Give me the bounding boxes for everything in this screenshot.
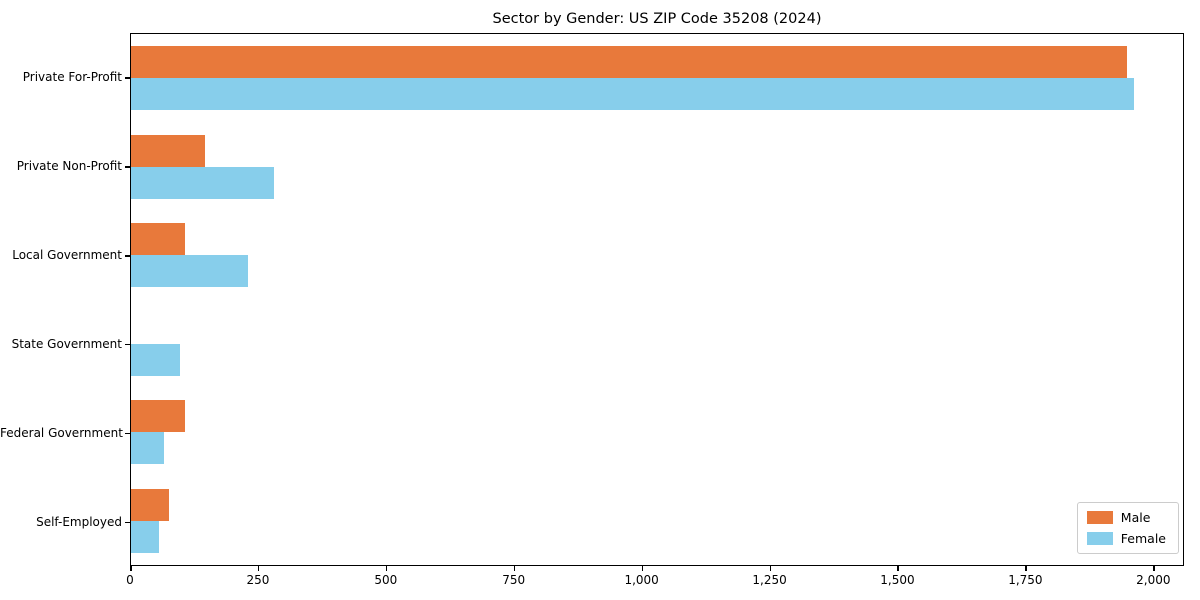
x-axis-tick-label: 1,750 (1008, 573, 1043, 587)
bar-female (131, 78, 1135, 111)
y-axis-label: Federal Government (0, 425, 123, 440)
x-axis-tick-label: 500 (374, 573, 398, 587)
bar-male (131, 400, 185, 433)
y-axis-label: Local Government (12, 248, 122, 263)
x-axis-tick-label: 0 (126, 573, 134, 587)
x-axis-tick (130, 566, 132, 571)
y-axis-label: Self-Employed (36, 514, 122, 529)
bar-female (131, 166, 274, 199)
bar-female (131, 255, 249, 288)
y-axis-tick (125, 255, 130, 257)
y-axis-label: State Government (11, 336, 122, 351)
y-axis-tick (125, 77, 130, 79)
legend-swatch-female (1086, 532, 1113, 545)
x-axis-tick (513, 566, 516, 571)
legend-swatch-male (1086, 511, 1113, 524)
x-axis-tick-label: 1,500 (880, 573, 915, 587)
legend-item: Male (1086, 510, 1166, 525)
x-axis-tick (897, 566, 899, 571)
x-axis-tick (769, 566, 772, 571)
y-axis-label: Private For-Profit (22, 70, 122, 85)
category-row (131, 211, 1183, 300)
x-axis-tick-label: 1,000 (624, 573, 659, 587)
bar-male (131, 134, 206, 167)
legend-item: Female (1086, 531, 1166, 546)
bar-female (131, 343, 180, 376)
y-axis-tick (125, 432, 130, 435)
x-axis-tick-label: 2,000 (1136, 573, 1171, 587)
category-row (131, 123, 1183, 212)
x-axis-tick (641, 566, 644, 571)
bar-male (131, 46, 1127, 79)
plot-area (130, 33, 1184, 566)
y-axis-labels: Private For-Profit Private Non-Profit Loca… (0, 33, 123, 566)
x-axis-tick (1153, 566, 1155, 571)
category-row (131, 34, 1183, 123)
bar-male (131, 223, 185, 256)
legend-label: Female (1120, 531, 1166, 546)
bar-female (131, 520, 160, 553)
x-axis-tick-label: 250 (246, 573, 270, 587)
bar-male (131, 488, 169, 521)
category-row (131, 300, 1183, 389)
x-axis-tick (385, 566, 388, 571)
y-axis-tick (125, 343, 130, 346)
x-axis-tick-label: 1,250 (752, 573, 787, 587)
x-axis-tick (1025, 566, 1027, 571)
x-axis-tick-label: 750 (502, 573, 526, 587)
legend: Male Female (1076, 502, 1179, 554)
x-axis-tick (257, 566, 260, 571)
bar-female (131, 432, 165, 465)
y-axis-tick (125, 166, 130, 168)
category-row (131, 388, 1183, 477)
category-row (131, 477, 1183, 566)
y-axis-tick (125, 521, 130, 524)
y-axis-label: Private Non-Profit (16, 159, 122, 174)
legend-label: Male (1120, 510, 1151, 525)
chart-title: Sector by Gender: US ZIP Code 35208 (202… (492, 11, 822, 27)
